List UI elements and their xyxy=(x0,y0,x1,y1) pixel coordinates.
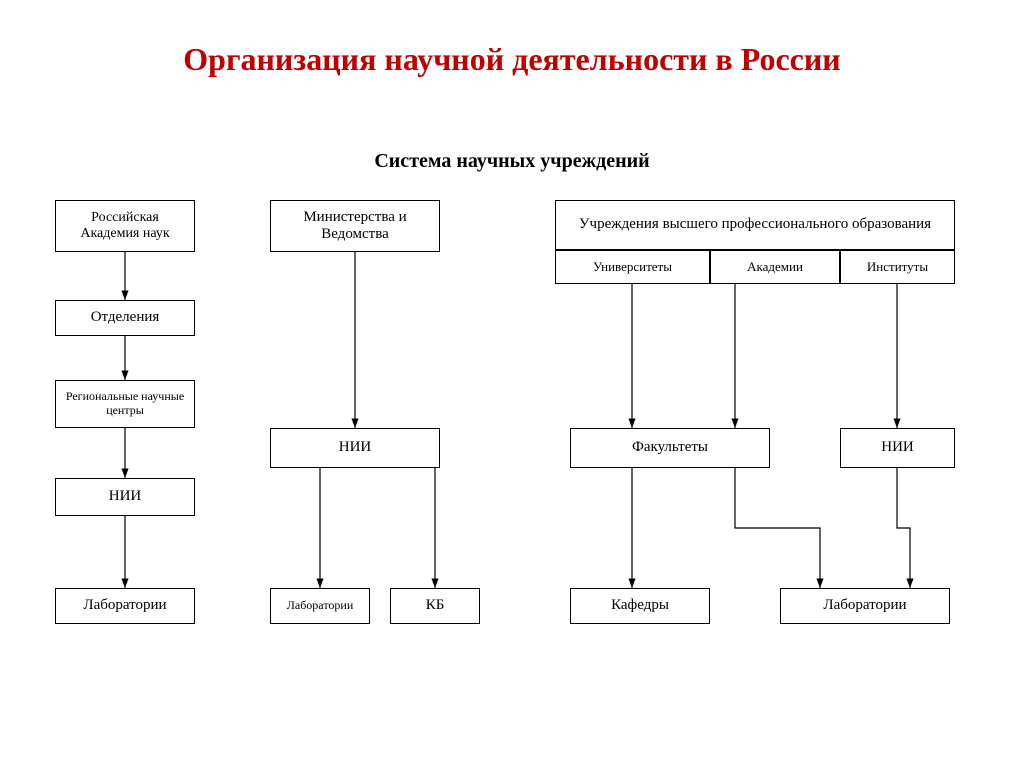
node-label: Отделения xyxy=(91,309,160,326)
page-subtitle: Система научных учреждений xyxy=(0,150,1024,173)
node-label: Министерства и Ведомства xyxy=(275,209,435,244)
node-univ: Университеты xyxy=(555,250,710,284)
node-label: Университеты xyxy=(593,260,672,275)
node-lab2: Лаборатории xyxy=(270,588,370,624)
node-label: Лаборатории xyxy=(287,599,354,613)
node-nii3: НИИ xyxy=(840,428,955,468)
node-label: Институты xyxy=(867,260,928,275)
node-label: НИИ xyxy=(881,439,914,456)
node-kb: КБ xyxy=(390,588,480,624)
node-fac: Факультеты xyxy=(570,428,770,468)
node-label: Кафедры xyxy=(611,597,669,614)
node-nii2: НИИ xyxy=(270,428,440,468)
edge-nii3_b-to-lab3_t_r xyxy=(897,468,910,588)
node-label: Факультеты xyxy=(632,439,708,456)
node-label: Лаборатории xyxy=(823,597,906,614)
node-label: Академии xyxy=(747,260,803,275)
node-nii1: НИИ xyxy=(55,478,195,516)
node-lab3: Лаборатории xyxy=(780,588,950,624)
page-title: Организация научной деятельности в Росси… xyxy=(0,40,1024,78)
node-high_edu: Учреждения высшего профессионального обр… xyxy=(555,200,955,250)
node-label: Региональные научные центры xyxy=(60,390,190,418)
node-minved: Министерства и Ведомства xyxy=(270,200,440,252)
node-label: НИИ xyxy=(339,439,372,456)
node-kaf: Кафедры xyxy=(570,588,710,624)
node-regcenter: Региональные научные центры xyxy=(55,380,195,428)
node-lab1: Лаборатории xyxy=(55,588,195,624)
edge-fac_b_r-to-lab3_t_l xyxy=(735,468,820,588)
node-label: КБ xyxy=(426,597,445,614)
node-label: Лаборатории xyxy=(83,597,166,614)
node-label: Российская Академия наук xyxy=(60,210,190,242)
node-otdel: Отделения xyxy=(55,300,195,336)
node-label: Учреждения высшего профессионального обр… xyxy=(579,216,931,233)
node-label: НИИ xyxy=(109,488,142,505)
node-ran: Российская Академия наук xyxy=(55,200,195,252)
node-acad: Академии xyxy=(710,250,840,284)
node-inst: Институты xyxy=(840,250,955,284)
